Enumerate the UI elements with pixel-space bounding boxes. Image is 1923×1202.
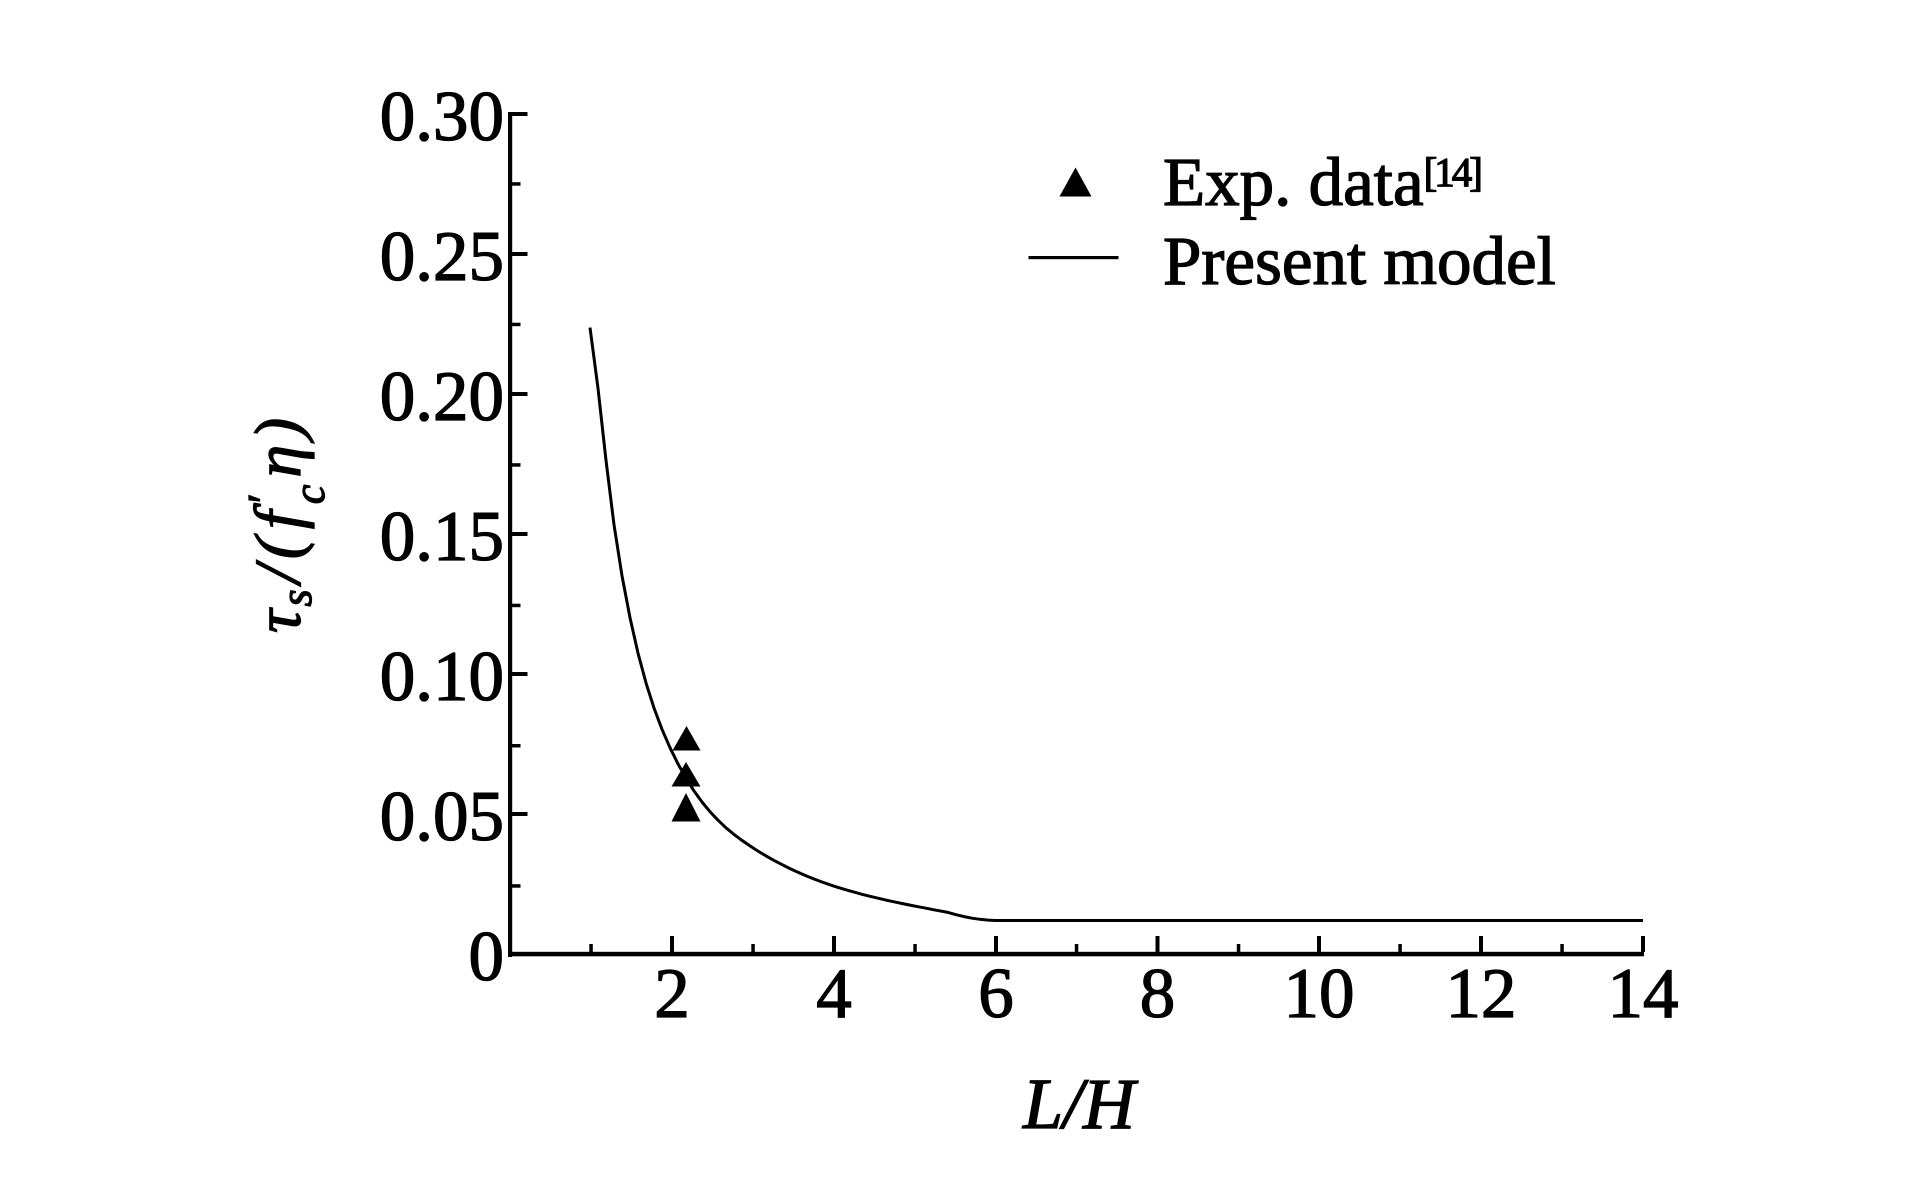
svg-text:14: 14	[1608, 955, 1679, 1033]
svg-text:8: 8	[1140, 955, 1176, 1033]
svg-text:6: 6	[978, 955, 1014, 1033]
svg-text:10: 10	[1284, 955, 1355, 1033]
svg-text:Present model: Present model	[1163, 223, 1556, 299]
svg-text:L/H: L/H	[1022, 1064, 1139, 1144]
svg-text:0.25: 0.25	[380, 218, 504, 296]
svg-text:0.15: 0.15	[380, 498, 504, 576]
svg-text:0.10: 0.10	[380, 638, 504, 716]
svg-text:12: 12	[1446, 955, 1517, 1033]
svg-text:0.05: 0.05	[380, 778, 504, 856]
svg-text:0.20: 0.20	[380, 358, 504, 436]
svg-text:4: 4	[816, 955, 852, 1033]
svg-text:2: 2	[654, 955, 690, 1033]
svg-text:0: 0	[469, 918, 505, 996]
svg-text:Exp. data[14]: Exp. data[14]	[1163, 144, 1480, 220]
svg-text:0.30: 0.30	[380, 78, 504, 156]
